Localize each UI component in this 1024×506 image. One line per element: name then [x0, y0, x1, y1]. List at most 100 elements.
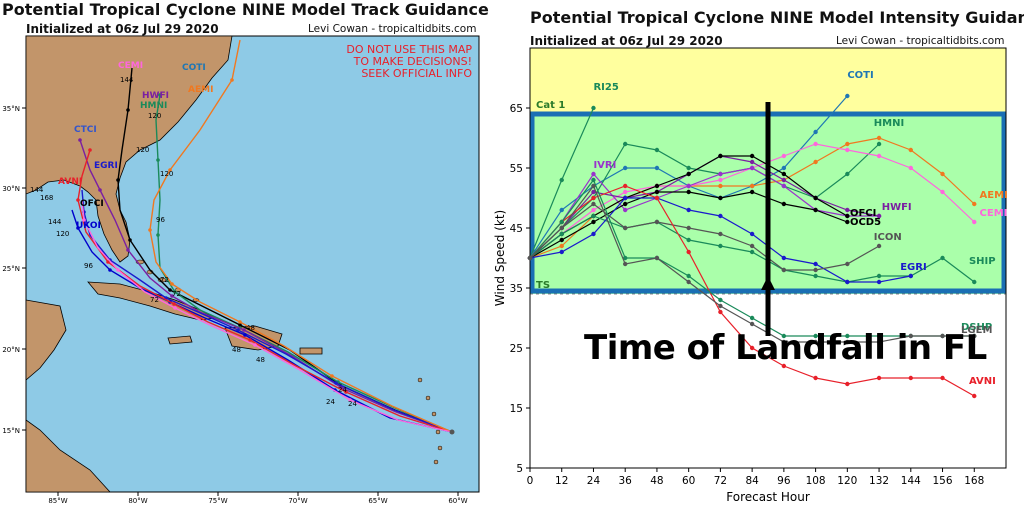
track-point	[168, 288, 172, 292]
series-point-egri	[718, 213, 723, 219]
track-model-label: COTI	[182, 63, 206, 73]
chart-title: Potential Tropical Cyclone NINE Model In…	[530, 8, 1024, 27]
central-america-land	[26, 419, 111, 492]
series-point-aemi	[940, 171, 945, 177]
series-point-lgem	[813, 339, 818, 345]
series-point-ocd5	[813, 207, 818, 213]
lon-label: 75°W	[208, 497, 227, 505]
track-hour-label: 48	[256, 356, 265, 364]
series-point-aemi	[972, 201, 977, 207]
series-label: IVRI	[593, 160, 616, 171]
lon-label: 65°W	[368, 497, 387, 505]
chart-subtitle: Initialized at 06z Jul 29 2020	[530, 34, 723, 48]
track-hour-label: 24	[326, 398, 335, 406]
series-point-ocd5	[559, 237, 564, 243]
series-point-ofci	[718, 153, 723, 159]
series-point-ofci	[813, 195, 818, 201]
track-model-label: OFCI	[80, 199, 104, 209]
track-model-label: HMNI	[140, 101, 167, 111]
series-point-dshp	[718, 297, 723, 303]
track-line	[117, 67, 453, 433]
series-point-ship	[876, 273, 882, 279]
track-point	[76, 198, 80, 202]
lon-label: 70°W	[288, 497, 307, 505]
series-point-avni	[591, 195, 596, 201]
series-point-egri	[908, 273, 913, 279]
track-point	[82, 218, 86, 222]
lat-label: 25°N	[2, 265, 20, 273]
series-point-avni	[908, 375, 913, 381]
series-point-egri	[591, 231, 596, 237]
series-point-aemi	[876, 135, 882, 141]
track-point	[76, 226, 80, 230]
series-point-hmni	[686, 165, 691, 171]
y-tick-label: 25	[510, 343, 523, 355]
band-label: TS	[536, 280, 550, 291]
series-point-avni	[686, 249, 691, 255]
series-point-avni	[781, 363, 787, 369]
x-axis-label: Forecast Hour	[726, 490, 810, 504]
series-point-icon	[718, 231, 723, 237]
track-hour-label: 24	[338, 386, 347, 394]
x-tick-label: 48	[650, 475, 663, 487]
y-tick-label: 15	[510, 403, 523, 415]
series-point-avni	[876, 375, 882, 381]
lat-label: 35°N	[2, 105, 20, 113]
series-label: COTI	[847, 70, 873, 81]
series-point-dshp	[876, 333, 882, 339]
series-point-icon	[845, 261, 850, 267]
series-point-lgem	[718, 303, 723, 309]
track-point	[116, 268, 120, 272]
track-point	[108, 268, 112, 272]
series-point-ofci	[845, 213, 850, 219]
track-point	[158, 93, 162, 97]
series-point-lgem	[559, 225, 564, 231]
track-point	[173, 306, 177, 310]
series-point-coti	[845, 93, 850, 99]
series-point-avni	[845, 381, 850, 387]
x-tick-label: 168	[964, 475, 984, 487]
track-point	[126, 248, 130, 252]
track-hour-label: 72	[160, 276, 169, 284]
track-title: Potential Tropical Cyclone NINE Model Tr…	[2, 0, 489, 19]
track-point	[156, 158, 160, 162]
series-label: OFCI	[850, 208, 876, 219]
x-tick-label: 96	[777, 475, 791, 487]
series-point-aemi	[559, 243, 564, 249]
lon-label: 85°W	[48, 497, 67, 505]
series-point-avni	[623, 183, 628, 189]
y-tick-label: 45	[510, 223, 523, 235]
series-point-avni	[940, 375, 945, 381]
series-point-ship	[591, 213, 596, 219]
series-point-hwfi	[591, 189, 596, 195]
track-point	[248, 338, 252, 342]
series-point-cemi	[908, 165, 913, 171]
series-point-hmni	[654, 147, 660, 153]
series-label: HMNI	[874, 118, 904, 129]
series-point-coti	[781, 165, 787, 171]
series-point-coti	[654, 165, 660, 171]
series-label: AVNI	[969, 376, 996, 387]
landfall-annotation: Time of Landfall in FL	[584, 328, 987, 368]
x-tick-label: 156	[933, 475, 953, 487]
series-point-icon	[686, 225, 691, 231]
series-point-dshp	[749, 315, 755, 321]
series-point-avni	[813, 375, 818, 381]
series-point-ship	[686, 237, 691, 243]
series-point-aemi	[718, 183, 723, 189]
series-point-lgem	[876, 339, 882, 345]
series-point-dshp	[813, 333, 818, 339]
series-point-ship	[972, 279, 977, 285]
series-point-ocd5	[718, 195, 723, 201]
track-point	[238, 323, 242, 327]
series-label: SHIP	[969, 256, 996, 267]
track-hour-label: 72	[172, 290, 181, 298]
series-point-aemi	[749, 183, 755, 189]
lat-label: 15°N	[2, 427, 20, 435]
series-point-lgem	[749, 321, 755, 327]
track-subtitle: Initialized at 06z Jul 29 2020	[26, 22, 219, 36]
track-model-label: CTCI	[74, 125, 97, 135]
track-hour-label: 48	[246, 324, 255, 332]
landfall-arrowhead	[761, 276, 775, 290]
